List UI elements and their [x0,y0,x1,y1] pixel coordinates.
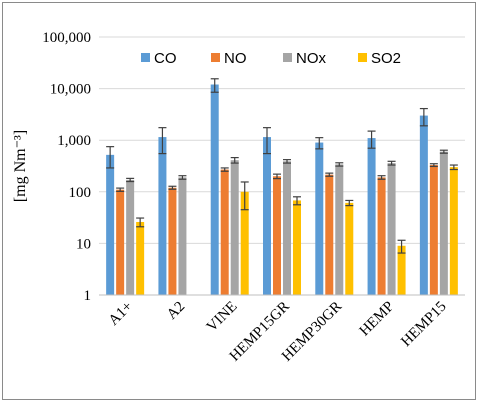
error-bar [283,159,291,164]
y-tick-label: 10 [76,236,91,252]
x-category-label: HEMP15 [398,299,449,350]
legend-label: NOx [296,50,327,67]
y-tick-label: 100,000 [42,30,91,46]
bar-no-vine [220,169,229,295]
x-category-label: HEMP [357,299,398,340]
error-bar [220,167,229,172]
error-bar [263,127,271,155]
chart-frame: 1 10 100 1,000 10,000 100,000 A1+ A2 VINE HEMP15… [2,2,476,400]
legend-swatch [283,53,292,62]
bar-nox-hemp15 [439,151,448,295]
x-category-label: A1+ [106,299,136,329]
bar-no-hemp15gr [273,176,281,295]
bar-co-a1+ [106,154,115,295]
y-tick-label: 100 [69,185,92,201]
bar-nox-a1+ [126,179,135,295]
bar-co-vine [210,84,219,295]
bar-so2-hemp [397,245,406,295]
error-bar [158,127,167,155]
error-bar [240,181,249,211]
legend: CO NO NOx SO2 [141,50,401,67]
legend-swatch [211,53,220,62]
bars [106,84,458,296]
legend-label: NO [224,50,247,67]
error-bar [377,175,386,180]
bar-co-hemp15gr [263,137,271,295]
y-axis-label: [mg Nm⁻³] [12,130,29,202]
legend-swatch [358,53,367,62]
bar-no-hemp30gr [325,174,334,295]
bar-so2-vine [240,191,249,295]
error-bar [116,187,125,192]
legend-item-no: NO [211,50,247,67]
gridlines [99,36,465,244]
error-bar [387,160,396,166]
error-bar [315,137,324,150]
legend-label: SO2 [371,50,401,67]
error-bar [136,217,145,228]
error-bar [126,177,135,183]
bar-nox-hemp15gr [283,161,291,295]
bar-co-hemp [367,138,376,295]
error-bar [397,239,406,254]
bar-co-hemp30gr [315,142,324,295]
bar-no-a1+ [116,189,125,295]
error-bar [345,199,354,207]
error-bar [178,175,187,180]
error-bar [325,172,334,177]
legend-item-co: CO [141,50,177,67]
bar-no-hemp15 [429,165,438,295]
bar-no-hemp [377,177,386,295]
legend-item-nox: NOx [283,50,327,67]
error-bar [367,130,376,149]
error-bar [439,149,448,154]
bar-chart: 1 10 100 1,000 10,000 100,000 A1+ A2 VINE HEMP15… [12,30,465,365]
error-bars [106,78,458,254]
error-bar [429,163,438,168]
error-bar [335,162,344,167]
bar-co-hemp15 [419,115,428,296]
bar-nox-hemp [387,163,396,295]
error-bar [293,196,301,206]
bar-so2-hemp15 [449,167,458,295]
bar-nox-hemp30gr [335,164,344,295]
error-bar [273,173,281,180]
bar-so2-a1+ [136,221,145,295]
error-bar [210,78,219,93]
bar-nox-a2 [178,177,187,295]
bar-co-a2 [158,137,167,295]
y-tick-label: 1 [84,288,92,304]
legend-label: CO [154,50,177,67]
legend-item-so2: SO2 [358,50,401,67]
y-tick-label: 1,000 [57,133,91,149]
y-tick-label: 10,000 [50,82,91,98]
y-axis-ticks: 1 10 100 1,000 10,000 100,000 [42,30,91,304]
bar-so2-hemp15gr [293,200,301,295]
error-bar [106,146,115,169]
error-bar [419,107,428,127]
bar-so2-hemp30gr [345,202,354,295]
bar-no-a2 [168,187,177,295]
x-category-label: VINE [204,299,241,336]
bar-nox-vine [230,160,239,295]
error-bar [449,164,458,171]
x-category-label: A2 [164,299,188,323]
legend-swatch [141,53,150,62]
error-bar [230,157,239,164]
error-bar [168,185,177,190]
